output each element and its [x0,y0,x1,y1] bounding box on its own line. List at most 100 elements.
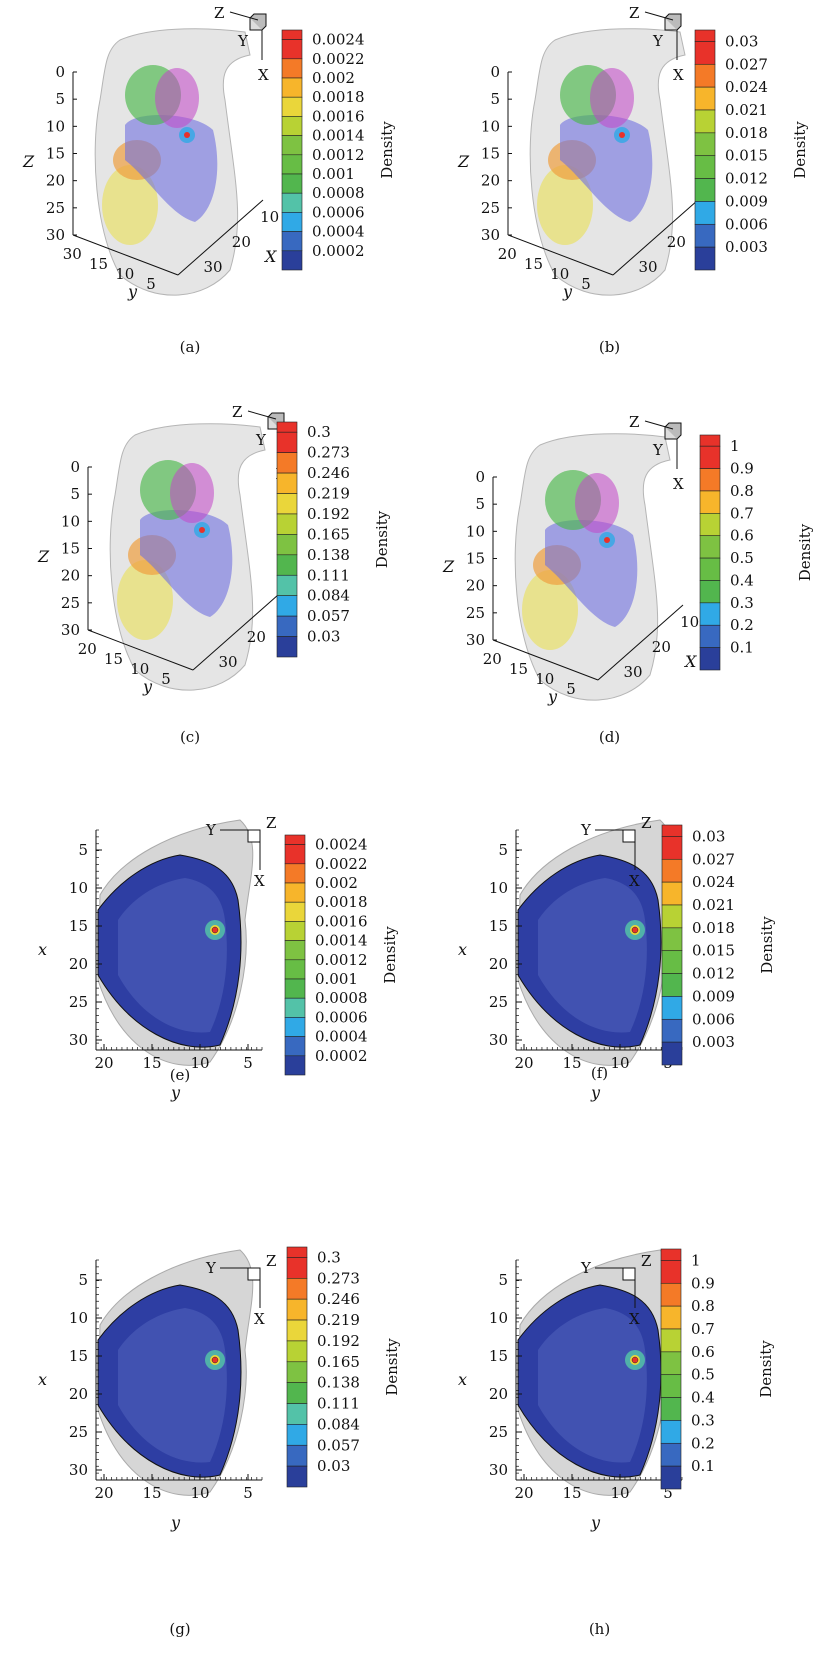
colorbar-cap [699,434,721,447]
colorbar-tick-label: 0.0016 [312,107,365,125]
density-hotspot-core [619,132,625,138]
y-tick-label: 15 [562,1484,581,1502]
colorbar-segment [276,595,298,617]
y-tick-label: 10 [115,265,134,283]
colorbar-segment [661,1018,683,1043]
colorbar-segment [694,178,716,202]
z-tick-label: 10 [481,117,500,135]
colorbar-tick-label: 0.273 [307,444,350,462]
colorbar-segment [660,1328,682,1353]
z-tick-label: 10 [466,522,485,540]
x-tick-label: 20 [247,628,266,646]
colorbar-tick-label: 0.024 [692,873,735,891]
colorbar-segment [694,132,716,157]
colorbar-segment [281,135,303,156]
triad-x-label: X [258,66,269,84]
colorbar-tick-label: 0.018 [725,124,768,142]
y-tick-label: 5 [663,1484,673,1502]
colorbar-tick-label: 0.0014 [312,127,365,145]
colorbar-tick-label: 0.4 [730,571,754,589]
triad-z-axis [229,11,259,21]
organ-blue [140,509,233,617]
colorbar-label: Density [757,1340,775,1398]
colorbar-segment [660,1351,682,1376]
colorbar-tick-label: 0.165 [317,1353,360,1371]
panel-caption: (b) [599,338,620,356]
y-axis-label: y [547,687,558,706]
x-tick-label: 30 [69,1461,88,1479]
colorbar-tick-label: 0.018 [692,919,735,937]
colorbar-tick-label: 0.0006 [315,1008,368,1026]
triad-z-label: Z [266,1252,276,1270]
panel-b-graphic: 051015202530Z2015105y102030XZYX0.030.027… [457,4,809,356]
colorbar-tick-label: 0.0024 [315,836,368,854]
colorbar-tick-label: 0.8 [691,1297,715,1315]
x-tick-label: 20 [69,955,88,973]
y-tick-label: 15 [142,1484,161,1502]
colorbar-segment [276,574,298,596]
body-volume [529,28,686,296]
colorbar-tick-label: 0.0008 [312,184,365,202]
y-tick-label: 5 [243,1484,253,1502]
orientation-triad: Y Z X [580,1252,651,1328]
colorbar-segment [284,1055,306,1076]
colorbar-tick-label: 0.027 [725,55,768,73]
colorbar-tick-label: 0.021 [725,101,768,119]
x-tick-label: 15 [69,1347,88,1365]
colorbar-segment [699,580,721,604]
colorbar-tick-label: 0.009 [692,987,735,1005]
colorbar-segment [660,1305,682,1330]
y-tick-label: 10 [190,1054,209,1072]
y-axis-line [72,234,179,276]
colorbar-segment [660,1260,682,1284]
colorbar-segment [284,882,306,903]
colorbar-segment [284,997,306,1018]
density-hotspot-core [604,537,610,543]
colorbar-segment [660,1465,682,1490]
triad-x-label: X [673,66,684,84]
orientation-triad: ZYX [629,4,684,84]
colorbar-tick-label: 0.057 [307,607,350,625]
colorbar-tick-label: 0.4 [691,1389,715,1407]
colorbar-segment [281,250,303,271]
colorbar-tick-label: 0.0012 [315,951,368,969]
colorbar-tick-label: 0.273 [317,1269,360,1287]
colorbar-segment [276,472,298,494]
colorbar-tick-label: 0.006 [725,215,768,233]
colorbar-segment [694,246,716,271]
z-tick-label: 15 [466,550,485,568]
triad-corner [622,829,636,843]
density-hotspot-core [199,527,205,533]
panel-h: 5 10 15 20 25 30 x 20 15 10 5 y Y Z X 1 0.9 0.8 0.7 0.6 0.5 0… [420,1230,839,1656]
z-tick-label: 15 [46,145,65,163]
colorbar-label: Density [373,510,391,568]
z-tick-label: 30 [46,226,65,244]
organ-yellow [537,165,593,245]
triad-z-label: Z [641,814,651,832]
colorbar-tick-label: 0.012 [692,965,735,983]
z-tick-label: 25 [481,199,500,217]
x-tick-label: 5 [498,841,508,859]
colorbar-segment [694,86,716,111]
triad-corner [247,1267,261,1281]
organ-yellow [117,560,173,640]
colorbar-tick-label: 0.0022 [315,855,368,873]
colorbar-label: Density [378,121,396,179]
colorbar-segment [276,636,298,658]
colorbar-tick-label: 0.3 [317,1248,341,1266]
organ-yellow [102,165,158,245]
colorbar-tick-label: 0.111 [307,566,350,584]
x-tick-label: 15 [489,1347,508,1365]
density-hotspot-core [211,1356,219,1364]
colorbar-tick-label: 0.1 [730,639,754,657]
x-tick-label: 10 [489,1309,508,1327]
panel-h-graphic: 5 10 15 20 25 30 x 20 15 10 5 y Y Z X 1 0.9 0.8 0.7 0.6 0.5 0… [458,1248,775,1638]
colorbar-tick-label: 0.03 [725,32,758,50]
x-tick-label: 25 [489,993,508,1011]
colorbar-tick-label: 0.192 [317,1332,360,1350]
colorbar-tick-label: 0.0018 [315,893,368,911]
x-tick-label: 10 [260,208,279,226]
y-tick-label: 20 [514,1484,533,1502]
x-tick-label: 30 [69,1031,88,1049]
colorbar-tick-label: 0.003 [692,1033,735,1051]
